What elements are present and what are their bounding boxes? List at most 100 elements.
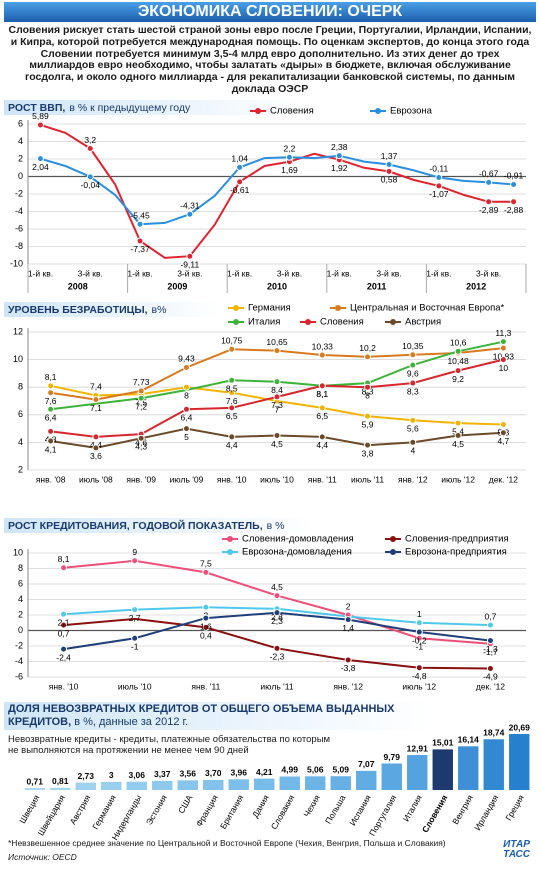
data-point xyxy=(454,432,462,439)
data-point xyxy=(364,441,372,449)
data-label: 5 xyxy=(184,432,189,442)
legend-label: Словения xyxy=(320,317,364,328)
data-point xyxy=(485,178,493,186)
data-label: 2,8 xyxy=(271,612,283,622)
y-tick-label: -4 xyxy=(15,656,23,666)
legend-label: Италия xyxy=(248,317,280,328)
bar xyxy=(483,739,504,790)
data-point xyxy=(454,367,462,375)
chart-header: РОСТ КРЕДИТОВАНИЯ, ГОДОВОЙ ПОКАЗАТЕЛЬ, в … xyxy=(8,519,284,532)
x-tick-label: Испания xyxy=(347,793,373,828)
data-label: -1,07 xyxy=(429,189,449,199)
bar xyxy=(509,734,530,790)
data-point xyxy=(60,645,68,653)
y-tick-label: 12 xyxy=(13,326,23,336)
data-label: 7,07 xyxy=(358,759,375,769)
data-label: 9,2 xyxy=(452,374,464,384)
x-tick-label: янв. '11 xyxy=(191,681,220,691)
y-tick-label: -10 xyxy=(10,258,23,268)
data-label: 4 xyxy=(410,446,415,456)
data-label: 7,73 xyxy=(133,377,150,387)
data-label: 7 xyxy=(275,404,280,414)
x-group-label: 2008 xyxy=(68,281,88,291)
data-point xyxy=(202,623,210,631)
data-label: 7,2 xyxy=(135,401,147,411)
x-tick-label: Дания xyxy=(250,793,271,820)
data-point xyxy=(47,427,55,435)
legend-swatch xyxy=(227,549,233,555)
data-label: 10,33 xyxy=(312,341,334,351)
data-label: -0,91 xyxy=(504,171,524,181)
legend-label: Словения-предприятия xyxy=(405,534,509,545)
data-point xyxy=(499,356,507,364)
data-point xyxy=(318,351,326,359)
data-point xyxy=(510,198,518,206)
data-label: 4,5 xyxy=(271,439,283,449)
bar xyxy=(330,776,351,790)
data-label: 8 xyxy=(365,390,370,400)
x-tick-label: янв. '12 xyxy=(333,681,363,691)
intro: Словения рискует стать шестой страной зо… xyxy=(8,24,532,95)
data-point xyxy=(92,396,100,404)
data-label: 1,6 xyxy=(200,621,212,631)
x-tick-label: 1-й кв. xyxy=(426,268,451,278)
x-tick-label: 1-й кв. xyxy=(327,268,352,278)
data-point xyxy=(182,383,190,391)
data-label: 16,14 xyxy=(458,735,480,745)
x-tick-label: Ирландия xyxy=(472,793,500,832)
logo-text: ТАСС xyxy=(503,849,530,860)
data-label: 10 xyxy=(499,363,509,373)
data-point xyxy=(499,344,507,352)
data-point xyxy=(228,376,236,384)
x-tick-label: США xyxy=(176,793,195,815)
data-label: -1 xyxy=(131,642,139,652)
x-tick-label: июль '09 xyxy=(170,474,204,484)
data-label: 8,3 xyxy=(407,386,419,396)
data-label: 7,6 xyxy=(226,396,238,406)
legend-swatch xyxy=(233,305,239,311)
data-point xyxy=(92,433,100,441)
data-point xyxy=(136,237,144,245)
data-point xyxy=(92,444,100,452)
y-tick-label: 0 xyxy=(18,625,23,635)
data-label: 2,38 xyxy=(331,142,348,152)
data-label: 3,2 xyxy=(84,135,96,145)
data-label: -4,31 xyxy=(180,200,200,210)
x-tick-label: Чехия xyxy=(301,793,322,819)
series-line xyxy=(40,124,514,259)
data-label: 6,5 xyxy=(226,411,238,421)
data-label: 2 xyxy=(346,601,351,611)
y-tick-label: 10 xyxy=(13,354,23,364)
data-label: 3 xyxy=(109,770,114,780)
data-label: -2,89 xyxy=(479,205,499,215)
data-label: 1,37 xyxy=(381,151,398,161)
data-label: 6,4 xyxy=(181,413,193,423)
chart-header: ДОЛЯ НЕВОЗВРАТНЫХ КРЕДИТОВ ОТ ОБЩЕГО ОБЪ… xyxy=(4,702,432,730)
data-label: 8,1 xyxy=(45,372,57,382)
data-point xyxy=(228,404,236,412)
x-tick-label: 3-й кв. xyxy=(78,268,103,278)
chart-subtitle: в % xyxy=(267,520,285,532)
legend-label: Центральная и Восточная Европа* xyxy=(350,303,505,314)
data-point xyxy=(186,210,194,218)
data-point xyxy=(318,382,326,390)
data-label: 4,1 xyxy=(45,444,57,454)
data-label: 7,6 xyxy=(45,396,57,406)
data-label: 7,1 xyxy=(90,403,102,413)
data-label: 4,4 xyxy=(316,440,328,450)
data-label: 4,99 xyxy=(281,765,298,775)
series-line xyxy=(63,559,491,645)
data-label: 1,69 xyxy=(281,165,298,175)
header-bg xyxy=(4,518,314,533)
data-point xyxy=(228,389,236,397)
legend-swatch xyxy=(233,319,239,325)
data-point xyxy=(409,379,417,387)
data-label: -0,61 xyxy=(230,185,250,195)
x-tick-label: дек. '12 xyxy=(476,681,505,691)
x-tick-label: Италия xyxy=(401,793,424,823)
x-tick-label: Эстония xyxy=(144,793,169,827)
legend-swatch xyxy=(390,536,396,542)
data-point xyxy=(454,419,462,427)
data-point xyxy=(318,404,326,412)
